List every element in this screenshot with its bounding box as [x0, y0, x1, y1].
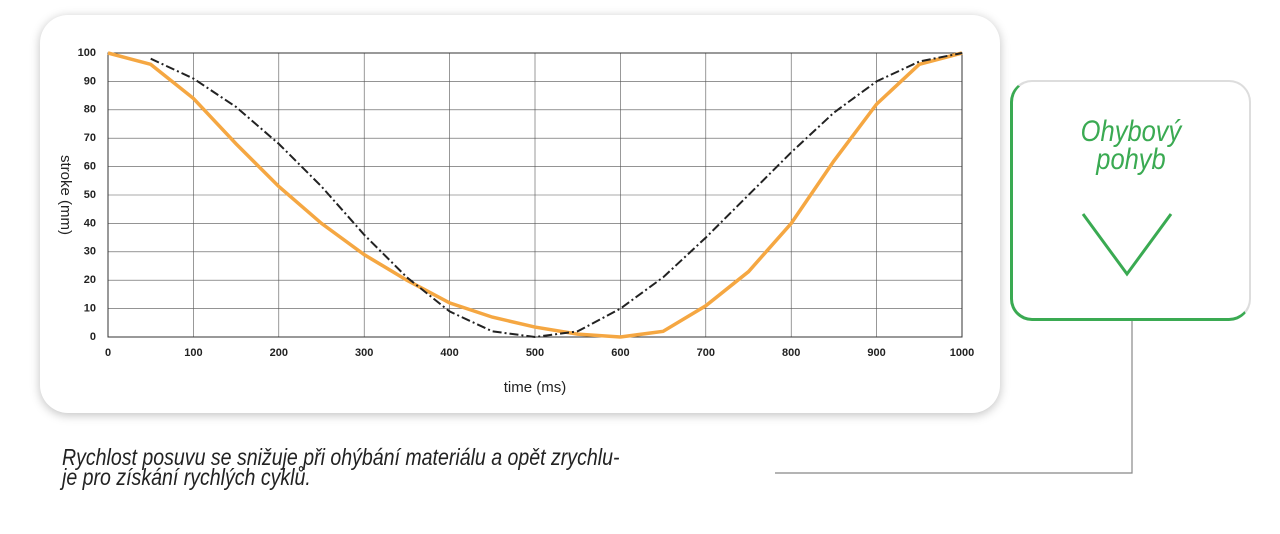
side-title-line: pohyb	[1096, 143, 1166, 176]
x-axis-label: time (ms)	[504, 379, 567, 396]
y-tick-label: 70	[84, 132, 96, 144]
x-tick-label: 800	[782, 347, 800, 359]
caption-line: Rychlost posuvu se snižuje při ohýbání m…	[62, 444, 620, 470]
y-tick-label: 90	[84, 75, 96, 87]
series-line	[107, 51, 963, 339]
y-tick-label: 30	[84, 246, 96, 258]
y-tick-label: 60	[84, 161, 96, 173]
x-tick-label: 900	[867, 347, 885, 359]
x-tick-label: 0	[105, 347, 111, 359]
y-tick-label: 0	[90, 331, 96, 343]
chevron-icon	[1081, 213, 1173, 277]
y-axis-label: stroke (mm)	[57, 155, 74, 235]
y-tick-label: 40	[84, 217, 96, 229]
x-tick-label: 500	[526, 347, 544, 359]
y-tick-label: 50	[84, 189, 96, 201]
caption-line: je pro získání rychlých cyklů.	[62, 464, 311, 490]
y-tick-label: 10	[84, 303, 96, 315]
x-tick-label: 300	[355, 347, 373, 359]
x-tick-label: 100	[184, 347, 202, 359]
y-tick-label: 80	[84, 104, 96, 116]
caption: Rychlost posuvu se snižuje při ohýbání m…	[62, 444, 620, 490]
y-tick-label: 20	[84, 274, 96, 286]
y-tick-label: 100	[78, 47, 96, 59]
x-tick-label: 700	[697, 347, 715, 359]
series-line	[150, 52, 963, 339]
connector	[775, 318, 1133, 474]
side-title: Ohybový pohyb	[1031, 115, 1232, 176]
x-tick-label: 400	[440, 347, 458, 359]
x-tick-label: 600	[611, 347, 629, 359]
x-tick-label: 1000	[950, 347, 974, 359]
side-title-line: Ohybový	[1080, 115, 1182, 148]
side-card: Ohybový pohyb	[1010, 80, 1251, 321]
x-tick-label: 200	[270, 347, 288, 359]
